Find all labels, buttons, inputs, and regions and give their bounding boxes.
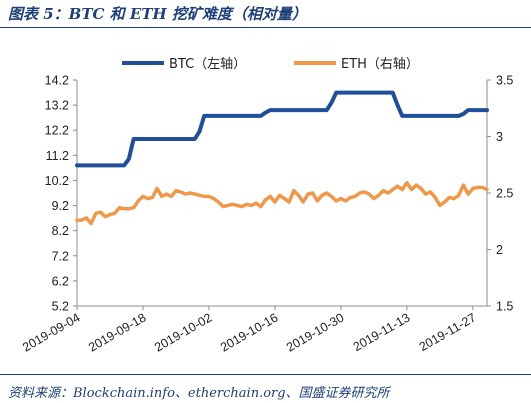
x-tick-label: 2019-09-04 xyxy=(20,310,82,354)
left-tick-label: 5.2 xyxy=(52,300,69,314)
x-tick-label: 2019-11-13 xyxy=(351,310,413,354)
x-axis-ticks: 2019-09-04 2019-09-18 2019-10-02 2019-10-16… xyxy=(20,306,478,355)
left-y-axis-ticks: 14.2 13.2 12.2 11.2 10.2 9.2 8.2 7.2 6.2 5.2 xyxy=(45,74,77,314)
header-rule xyxy=(0,27,531,28)
left-tick-label: 8.2 xyxy=(52,224,69,238)
right-tick-label: 3.5 xyxy=(496,74,513,88)
legend-label-btc: BTC（左轴） xyxy=(169,57,246,72)
left-tick-label: 7.2 xyxy=(52,249,69,263)
left-tick-label: 10.2 xyxy=(45,174,69,188)
x-tick-label: 2019-11-27 xyxy=(417,310,479,354)
eth-series-line xyxy=(75,181,489,226)
left-tick-label: 13.2 xyxy=(45,99,69,113)
footer-rule xyxy=(0,374,531,375)
series-layer xyxy=(75,90,489,226)
x-tick-label: 2019-10-30 xyxy=(284,310,346,354)
x-tick-label: 2019-10-16 xyxy=(218,310,280,354)
right-tick-label: 2.5 xyxy=(496,187,513,201)
left-tick-label: 6.2 xyxy=(52,274,69,288)
left-tick-label: 14.2 xyxy=(45,74,69,88)
x-tick-label: 2019-09-18 xyxy=(86,310,148,354)
left-tick-label: 12.2 xyxy=(45,124,69,138)
left-tick-label: 11.2 xyxy=(46,149,69,163)
x-tick-label: 2019-10-02 xyxy=(152,310,214,354)
right-tick-label: 1.5 xyxy=(496,300,513,314)
left-tick-label: 9.2 xyxy=(52,199,69,213)
legend: BTC（左轴） ETH（右轴） xyxy=(122,57,419,72)
right-y-axis-ticks: 3.5 3 2.5 2 1.5 xyxy=(487,74,513,314)
right-tick-label: 3 xyxy=(496,130,503,144)
legend-label-eth: ETH（右轴） xyxy=(341,57,419,72)
right-tick-label: 2 xyxy=(496,243,503,257)
chart-title: 图表 5：BTC 和 ETH 挖矿难度（相对量） xyxy=(8,5,307,23)
source-note: 资料来源：Blockchain.info、etherchain.org、国盛证券… xyxy=(8,386,390,401)
btc-series-line xyxy=(75,90,489,168)
